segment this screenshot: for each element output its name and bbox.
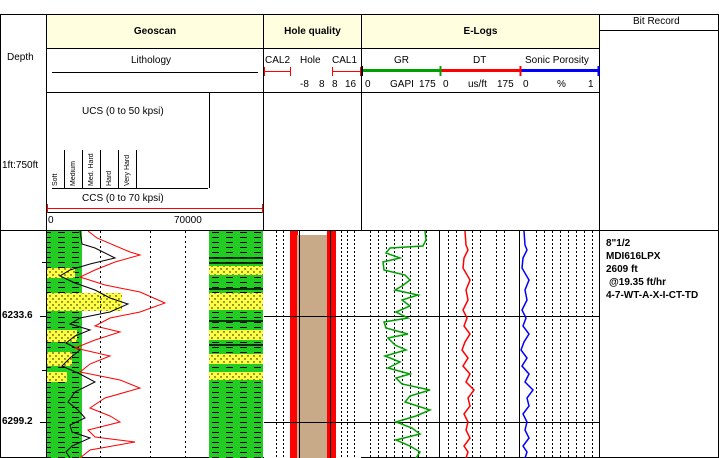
gr-label: GR [394,55,409,66]
bit-record-title: Bit Record [633,16,680,27]
hole-scale-a: 8 [319,79,325,90]
ccs-min: 0 [48,215,54,226]
cal2-label: CAL2 [265,55,291,66]
porosity-curve [520,230,534,458]
cal1-label: CAL1 [332,55,358,66]
gr-scale-max: 175 [419,79,436,90]
hole-scale-max: 16 [345,79,357,90]
gr-curve [382,230,433,458]
dt-curve [461,230,475,458]
bit-footage: 2609 ft [606,264,638,275]
depth-scale-label: 1ft:750ft [2,160,39,171]
ccs-max: 70000 [174,215,202,226]
cal1-fill [327,231,336,458]
por-scale-min: 0 [523,79,529,90]
lithology-sand-bands [209,266,263,380]
dt-scale-unit: us/ft [468,79,487,90]
ccs-label: CCS (0 to 70 kpsi) [82,193,164,204]
cal2-fill [290,231,298,458]
bit-size: 8"1/2 [606,238,631,249]
depth-marker-1: 6233.6 [2,310,33,321]
hole-scale-min: -8 [300,79,309,90]
bit-rop: @19.35 ft/hr [609,277,666,288]
hole-scale-b: 8 [332,79,338,90]
geoscan-title: Geoscan [47,15,263,48]
depth-marker-2: 6299.2 [2,416,33,427]
dt-label: DT [473,55,487,66]
bit-model: MDI616LPX [606,251,661,262]
hole-quality-title: Hole quality [264,15,361,48]
bit-dull-grade: 4-7-WT-A-X-I-CT-TD [606,290,699,301]
geoscan-sand-bands [47,268,122,382]
bit-record-panel: 8"1/2 MDI616LPX 2609 ft @19.35 ft/hr 4-7… [606,237,698,302]
hole-label: Hole [300,55,321,66]
ucs-label: UCS (0 to 50 kpsi) [82,106,164,117]
sonic-porosity-label: Sonic Porosity [525,55,589,66]
dt-scale-min: 0 [443,79,449,90]
geoscan-shale-fill [47,231,82,458]
elogs-title: E-Logs [362,15,599,48]
ucs-curve [58,230,130,458]
dt-scale-max: 175 [497,79,514,90]
hole-fill [297,235,327,458]
gr-scale-min: 0 [365,79,371,90]
gr-scale-unit: GAPI [390,79,414,90]
lithology-label: Lithology [131,55,172,66]
ccs-curve [73,230,167,458]
por-scale-max: 1 [588,79,594,90]
por-scale-unit: % [557,79,566,90]
depth-column-label: Depth [7,52,34,63]
